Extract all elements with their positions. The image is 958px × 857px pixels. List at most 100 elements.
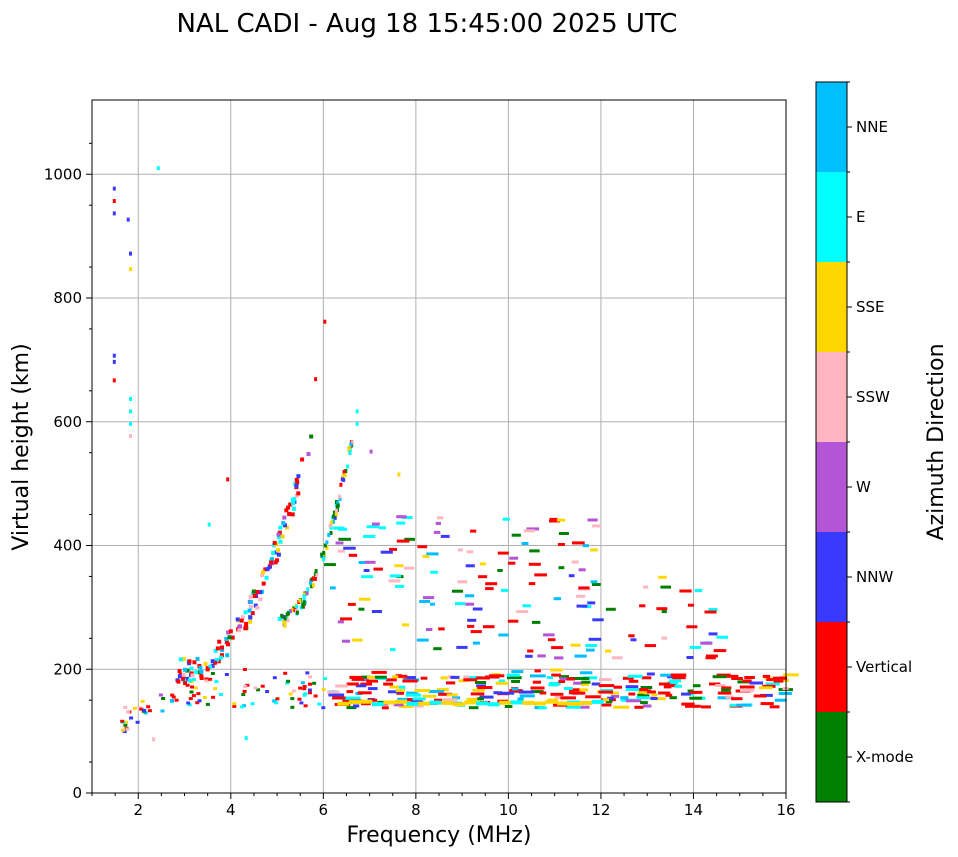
echo-point xyxy=(580,701,593,705)
echo-point xyxy=(337,701,350,706)
echo-point xyxy=(731,677,743,680)
echo-point xyxy=(237,628,242,633)
echo-point xyxy=(689,696,703,700)
echo-point xyxy=(300,457,305,462)
echo-point xyxy=(587,601,596,605)
echo-point xyxy=(725,695,734,699)
echo-point xyxy=(291,501,296,506)
echo-point xyxy=(283,671,288,675)
echo-point xyxy=(592,524,601,528)
echo-point xyxy=(112,353,116,358)
echo-point xyxy=(783,673,799,677)
echo-point xyxy=(396,521,406,525)
echo-point xyxy=(199,676,204,680)
echo-point xyxy=(402,676,416,679)
echo-point xyxy=(452,696,461,700)
echo-point xyxy=(398,674,408,678)
echo-point xyxy=(253,686,258,690)
echo-point xyxy=(330,520,333,525)
echo-point xyxy=(210,672,215,675)
echo-point xyxy=(349,675,363,679)
echo-point xyxy=(126,710,131,714)
echo-point xyxy=(438,692,453,696)
echo-point xyxy=(389,685,399,689)
x-tick-label: 8 xyxy=(411,801,421,819)
echo-point xyxy=(112,186,116,191)
echo-point xyxy=(371,522,380,526)
echo-point xyxy=(700,641,713,645)
echo-point xyxy=(658,575,667,579)
echo-point xyxy=(519,690,534,694)
echo-point xyxy=(428,690,445,693)
echo-point xyxy=(599,678,612,681)
echo-point xyxy=(369,698,378,702)
echo-point xyxy=(672,676,686,680)
echo-point xyxy=(602,698,610,702)
echo-point xyxy=(345,696,361,700)
colorbar-segment xyxy=(816,82,847,172)
echo-point xyxy=(342,700,351,703)
echo-point xyxy=(333,515,337,520)
echo-point xyxy=(463,678,478,682)
echo-point xyxy=(280,613,284,618)
echo-point xyxy=(336,503,340,508)
echo-point xyxy=(260,573,265,578)
colorbar-category-label: NNW xyxy=(856,568,893,586)
echo-point xyxy=(441,700,454,705)
echo-point xyxy=(517,697,524,701)
echo-point xyxy=(510,700,523,705)
echo-point xyxy=(129,421,132,426)
colorbar-segment xyxy=(816,172,847,262)
echo-point xyxy=(362,678,369,682)
echo-point xyxy=(123,723,128,727)
echo-point xyxy=(290,697,295,701)
echo-point xyxy=(522,604,532,608)
echo-point xyxy=(550,668,563,672)
echo-point xyxy=(531,690,544,694)
echo-point xyxy=(701,705,711,709)
echo-point xyxy=(642,704,652,708)
echo-point xyxy=(704,610,717,614)
echo-point xyxy=(205,667,210,672)
echo-point xyxy=(689,645,702,649)
colorbar-segment xyxy=(816,532,847,622)
echo-point xyxy=(611,694,620,698)
echo-point xyxy=(132,706,137,710)
echo-point xyxy=(511,670,524,674)
echo-point xyxy=(305,671,310,675)
echo-point xyxy=(558,680,566,683)
echo-point xyxy=(299,701,304,705)
echo-point xyxy=(598,690,613,694)
x-tick-label: 12 xyxy=(591,801,610,819)
echo-point xyxy=(215,646,220,651)
echo-point xyxy=(210,659,215,664)
echo-point xyxy=(416,638,429,642)
echo-point xyxy=(383,682,394,686)
echo-point xyxy=(387,690,401,694)
echo-point xyxy=(419,600,431,603)
echo-point xyxy=(243,625,248,630)
echo-point xyxy=(308,682,312,686)
echo-point xyxy=(276,532,281,537)
echo-point xyxy=(658,691,671,695)
echo-point xyxy=(642,585,649,589)
echo-point xyxy=(637,693,644,697)
echo-point xyxy=(170,693,175,697)
echo-point xyxy=(240,705,245,709)
echo-point xyxy=(275,558,279,563)
echo-point xyxy=(286,505,291,510)
echo-point xyxy=(686,625,698,629)
y-tick-label: 400 xyxy=(53,537,82,555)
echo-point xyxy=(383,700,396,705)
echo-point xyxy=(308,691,312,695)
echo-point xyxy=(239,618,244,623)
echo-point xyxy=(348,553,358,557)
echo-point xyxy=(628,679,639,683)
echo-point xyxy=(355,409,359,414)
echo-point xyxy=(556,518,566,522)
echo-point xyxy=(628,634,635,638)
echo-point xyxy=(265,690,270,693)
echo-point xyxy=(121,728,125,732)
echo-point xyxy=(300,681,305,685)
echo-point xyxy=(661,636,668,640)
